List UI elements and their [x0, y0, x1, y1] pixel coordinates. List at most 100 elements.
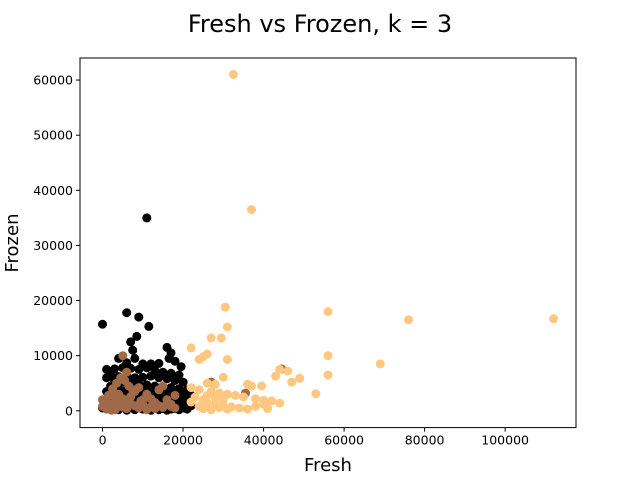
scatter-point-cluster-3	[257, 381, 267, 391]
scatter-point-cluster-3	[247, 205, 256, 215]
scatter-point-cluster-1	[176, 362, 186, 372]
scatter-point-cluster-1	[122, 308, 132, 318]
scatter-point-cluster-2	[170, 390, 180, 400]
scatter-point-cluster-2	[128, 385, 138, 395]
scatter-point-cluster-2	[104, 390, 114, 400]
scatter-point-cluster-3	[222, 404, 232, 414]
scatter-point-cluster-3	[275, 364, 285, 374]
scatter-point-cluster-3	[194, 401, 204, 411]
scatter-point-cluster-1	[134, 364, 144, 374]
scatter-point-cluster-1	[144, 321, 154, 331]
scatter-point-cluster-1	[170, 356, 180, 366]
scatter-point-cluster-3	[206, 333, 216, 343]
x-tick-label: 0	[99, 433, 107, 448]
scatter-point-cluster-1	[178, 377, 188, 387]
scatter-point-cluster-3	[295, 373, 305, 383]
x-tick-label: 20000	[163, 433, 203, 448]
scatter-point-cluster-1	[162, 374, 172, 384]
scatter-point-cluster-3	[210, 379, 220, 389]
scatter-point-cluster-3	[251, 394, 260, 404]
scatter-point-cluster-1	[102, 373, 112, 383]
scatter-point-cluster-3	[375, 359, 385, 369]
x-tick-label: 60000	[324, 433, 364, 448]
scatter-point-cluster-1	[138, 372, 148, 382]
scatter-point-cluster-3	[275, 398, 285, 408]
x-tick-label: 80000	[405, 433, 445, 448]
scatter-point-cluster-3	[247, 381, 256, 391]
scatter-point-cluster-1	[146, 371, 156, 381]
plot-area-frame	[79, 57, 577, 429]
scatter-point-cluster-3	[210, 393, 220, 403]
scatter-point-cluster-3	[243, 404, 252, 414]
scatter-point-cluster-1	[142, 380, 152, 390]
scatter-point-cluster-3	[218, 372, 228, 382]
scatter-point-cluster-1	[154, 358, 164, 368]
scatter-point-cluster-1	[126, 337, 136, 347]
scatter-point-cluster-3	[263, 404, 273, 414]
scatter-point-cluster-3	[206, 405, 216, 415]
scatter-point-cluster-1	[178, 403, 188, 413]
y-tick-label: 50000	[33, 128, 73, 143]
scatter-point-cluster-1	[134, 312, 144, 322]
scatter-point-cluster-3	[186, 343, 196, 353]
scatter-point-cluster-3	[202, 378, 212, 388]
chart-title: Fresh vs Frozen, k = 3	[188, 10, 452, 38]
scatter-point-cluster-3	[323, 351, 333, 361]
scatter-point-cluster-1	[128, 345, 138, 355]
scatter-point-cluster-3	[323, 307, 333, 317]
scatter-point-cluster-1	[142, 213, 152, 223]
scatter-point-cluster-3	[323, 370, 333, 380]
scatter-point-cluster-3	[230, 390, 240, 400]
y-tick-label: 40000	[33, 183, 73, 198]
scatter-point-cluster-3	[287, 377, 297, 387]
scatter-point-cluster-3	[271, 371, 281, 381]
scatter-point-cluster-3	[228, 70, 238, 79]
scatter-point-cluster-3	[234, 403, 244, 413]
scatter-point-cluster-2	[110, 405, 120, 415]
scatter-point-cluster-3	[222, 355, 232, 364]
scatter-point-cluster-3	[214, 403, 224, 412]
scatter-point-cluster-3	[549, 314, 558, 324]
y-axis-label: Frozen	[2, 214, 23, 273]
scatter-point-cluster-3	[239, 392, 248, 402]
scatter-point-cluster-2	[136, 396, 146, 406]
scatter-point-cluster-1	[130, 353, 140, 363]
scatter-point-cluster-3	[404, 315, 413, 325]
scatter-point-cluster-3	[218, 395, 228, 405]
plot-points	[98, 70, 558, 415]
scatter-point-cluster-2	[122, 367, 132, 377]
scatter-point-cluster-3	[194, 355, 204, 364]
scatter-point-cluster-1	[132, 331, 142, 341]
x-tick-label: 100000	[481, 433, 529, 448]
scatter-point-cluster-1	[154, 373, 164, 383]
y-tick-label: 10000	[33, 348, 73, 363]
scatter-point-cluster-3	[186, 397, 196, 407]
scatter-point-cluster-3	[251, 401, 260, 411]
scatter-point-cluster-1	[170, 376, 180, 385]
scatter-point-cluster-1	[98, 319, 107, 329]
scatter-point-cluster-3	[194, 385, 204, 395]
scatter-point-cluster-3	[267, 396, 277, 406]
scatter-point-cluster-3	[220, 302, 230, 312]
scatter-point-cluster-3	[283, 366, 293, 376]
y-tick-label: 0	[65, 403, 73, 418]
scatter-point-cluster-3	[311, 389, 321, 399]
scatter-point-cluster-3	[202, 390, 212, 400]
scatter-point-cluster-2	[100, 397, 110, 407]
x-axis-label: Fresh	[304, 455, 352, 476]
scatter-point-cluster-3	[216, 333, 226, 343]
scatter-point-cluster-2	[158, 381, 168, 391]
scatter-point-cluster-2	[118, 351, 128, 361]
scatter-point-cluster-3	[186, 383, 196, 393]
scatter-point-cluster-3	[222, 322, 232, 332]
scatter-point-cluster-1	[142, 363, 152, 373]
x-axis-ticks: 0 20000 40000 60000 80000 100000	[99, 427, 529, 448]
scatter-point-cluster-2	[170, 403, 180, 413]
y-tick-label: 20000	[33, 293, 73, 308]
y-axis-ticks: 0 10000 20000 30000 40000 50000 60000	[33, 73, 80, 418]
scatter-point-cluster-2	[115, 398, 124, 407]
y-tick-label: 60000	[33, 73, 73, 88]
x-tick-label: 40000	[244, 433, 284, 448]
